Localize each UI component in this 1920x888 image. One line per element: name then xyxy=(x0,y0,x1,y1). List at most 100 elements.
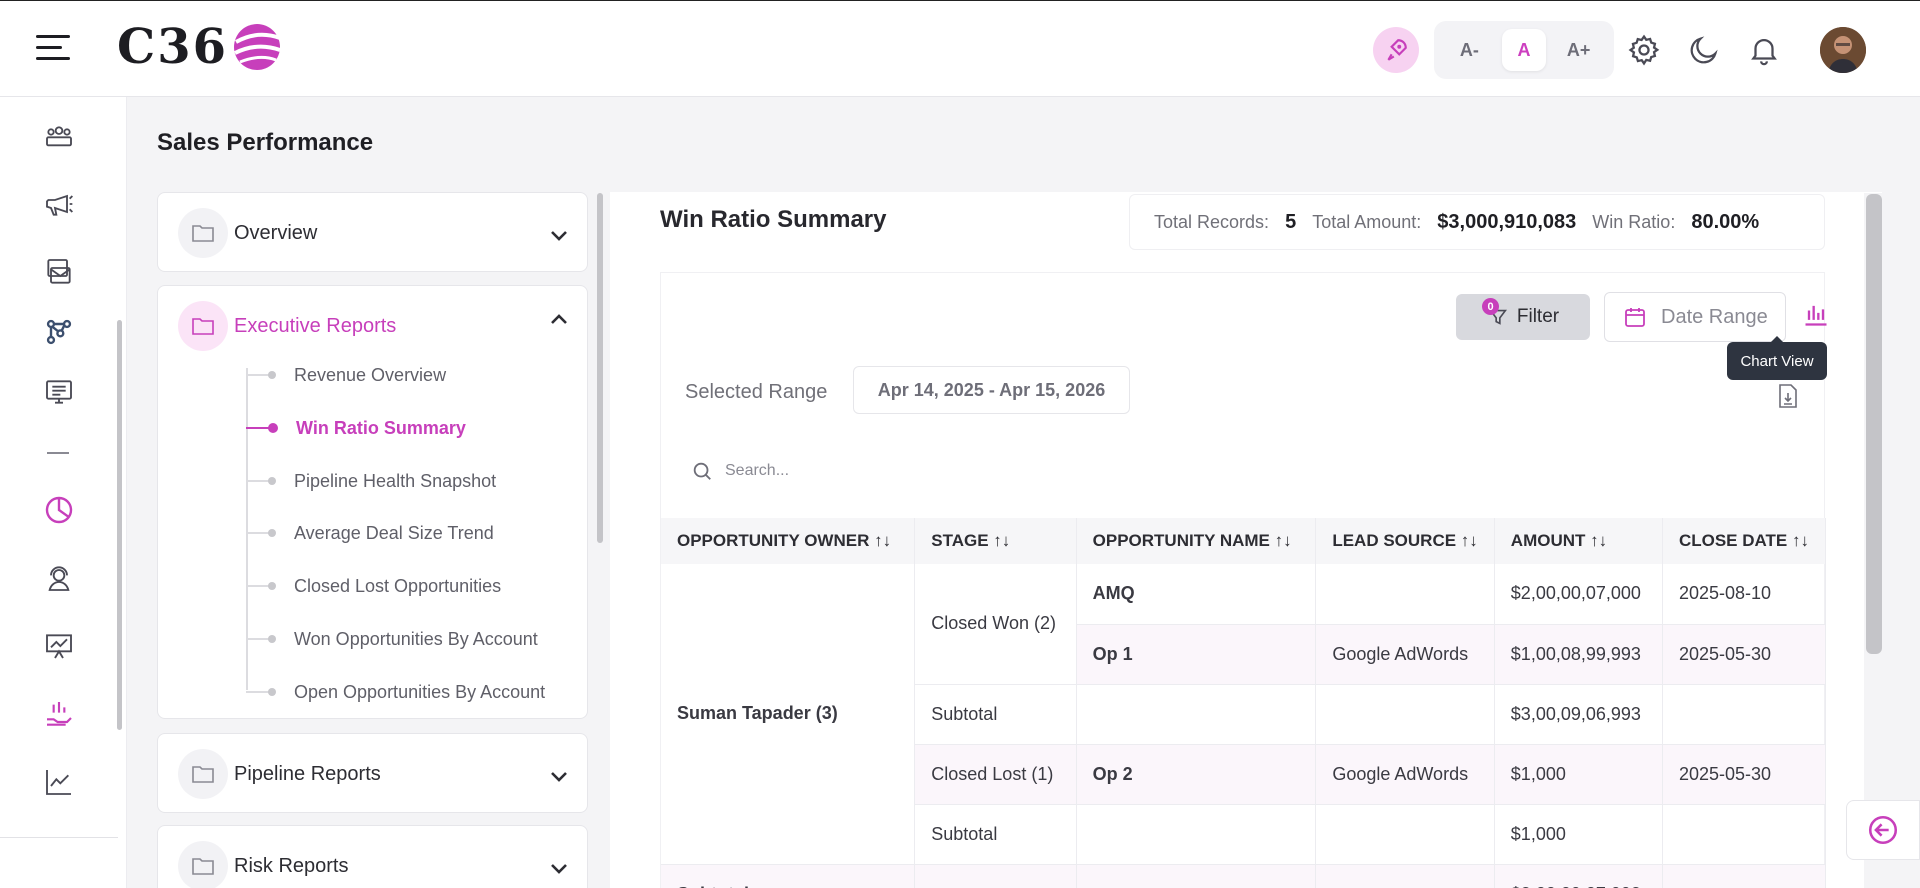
selected-range-value: Apr 14, 2025 - Apr 15, 2026 xyxy=(853,366,1130,414)
filter-button[interactable]: 0 Filter xyxy=(1456,294,1590,340)
column-header-stage[interactable]: STAGE ↑↓ xyxy=(914,518,1077,564)
nav-section-overview[interactable]: Overview xyxy=(157,192,588,272)
megaphone-icon[interactable] xyxy=(42,187,76,221)
pie-chart-icon[interactable] xyxy=(42,493,76,527)
opportunity-link[interactable]: AMQ xyxy=(1076,564,1317,625)
column-header-opportunity-name[interactable]: OPPORTUNITY NAME ↑↓ xyxy=(1076,518,1317,564)
close-date-cell: 2025-08-10 xyxy=(1662,564,1827,625)
moon-icon[interactable] xyxy=(1687,33,1721,67)
support-agent-icon[interactable] xyxy=(42,561,76,595)
bar-chart-icon xyxy=(1805,305,1827,326)
nav-section-label: Executive Reports xyxy=(234,314,397,337)
chevron-down-icon[interactable] xyxy=(549,770,569,784)
nav-scrollbar[interactable] xyxy=(597,193,603,543)
mail-stack-icon[interactable] xyxy=(42,255,76,289)
nav-item-open-opportunities-by-account[interactable]: Open Opportunities By Account xyxy=(246,677,545,707)
filter-count-badge: 0 xyxy=(1482,298,1499,315)
folder-icon xyxy=(178,208,228,258)
menu-toggle-icon[interactable] xyxy=(36,33,70,63)
nav-item-revenue-overview[interactable]: Revenue Overview xyxy=(246,360,446,390)
bell-icon[interactable] xyxy=(1747,33,1781,67)
line-chart-icon[interactable] xyxy=(42,765,76,799)
user-avatar[interactable] xyxy=(1820,27,1866,73)
total-amount-label: Total Amount: xyxy=(1312,211,1422,232)
folder-icon xyxy=(178,841,228,888)
folder-icon xyxy=(178,749,228,799)
presentation-chart-icon[interactable] xyxy=(42,629,76,663)
filter-label: Filter xyxy=(1516,306,1560,327)
amount-cell: $1,000 xyxy=(1494,804,1663,865)
nav-item-win-ratio-summary[interactable]: Win Ratio Summary xyxy=(246,413,466,443)
amount-cell: $2,00,00,07,000 xyxy=(1494,564,1663,625)
nav-section-executive-reports[interactable]: Executive Reports Revenue Overview Win R… xyxy=(157,285,588,719)
network-icon[interactable] xyxy=(42,315,76,349)
date-range-button[interactable]: Date Range xyxy=(1604,292,1786,342)
amount-cell: $1,000 xyxy=(1494,744,1663,805)
close-date-cell: 2025-05-30 xyxy=(1662,624,1827,685)
chart-view-tooltip: Chart View xyxy=(1727,336,1827,380)
hand-chart-icon[interactable] xyxy=(42,697,76,731)
chevron-down-icon[interactable] xyxy=(549,862,569,876)
back-button[interactable] xyxy=(1846,800,1920,860)
nav-section-risk-reports[interactable]: Risk Reports xyxy=(157,825,588,888)
tree-line xyxy=(246,368,248,690)
stage-cell: Subtotal xyxy=(914,684,1077,745)
date-range-label: Date Range xyxy=(1661,305,1768,328)
lead-source-cell: Google AdWords xyxy=(1315,624,1495,685)
report-nav: Overview Executive Reports Revenue Overv… xyxy=(157,192,589,888)
report-card: 0 Filter Date Range Selected Range Apr 1… xyxy=(660,272,1827,888)
amount-cell: $3,00,09,07,993 xyxy=(1494,864,1663,888)
close-date-cell: 2025-05-30 xyxy=(1662,744,1827,805)
search-input[interactable] xyxy=(725,462,1165,480)
selected-range-label: Selected Range xyxy=(685,381,828,403)
opportunity-link[interactable]: Op 2 xyxy=(1076,744,1317,805)
amount-cell: $1,00,08,99,993 xyxy=(1494,624,1663,685)
folder-icon xyxy=(178,301,228,351)
nav-section-label: Risk Reports xyxy=(234,854,349,877)
column-header-amount[interactable]: AMOUNT ↑↓ xyxy=(1494,518,1663,564)
stage-cell: Closed Won (2) xyxy=(914,564,1077,685)
win-ratio-label: Win Ratio: xyxy=(1592,211,1676,232)
table-header-row: OPPORTUNITY OWNER ↑↓ STAGE ↑↓ OPPORTUNIT… xyxy=(661,518,1827,564)
close-date-cell xyxy=(1662,804,1827,865)
export-document-icon[interactable] xyxy=(1776,383,1800,409)
win-ratio-value: 80.00% xyxy=(1691,210,1760,233)
filter-icon xyxy=(1488,309,1507,325)
logo-globe-icon xyxy=(234,24,281,70)
font-size-switcher: A- A A+ xyxy=(1434,21,1614,79)
app-logo[interactable]: C36 xyxy=(117,17,284,77)
users-group-icon[interactable] xyxy=(42,119,76,153)
nav-item-closed-lost-opportunities[interactable]: Closed Lost Opportunities xyxy=(246,571,501,601)
font-increase-button[interactable]: A+ xyxy=(1566,39,1591,60)
stage-cell: Subtotal xyxy=(914,804,1077,865)
opportunity-link[interactable]: Op 1 xyxy=(1076,624,1317,685)
rocket-icon[interactable] xyxy=(1373,27,1419,73)
chevron-down-icon[interactable] xyxy=(549,229,569,243)
column-header-close-date[interactable]: CLOSE DATE ↑↓ xyxy=(1662,518,1827,564)
report-title: Win Ratio Summary xyxy=(660,206,887,233)
lead-source-cell xyxy=(1315,804,1495,865)
nav-section-pipeline-reports[interactable]: Pipeline Reports xyxy=(157,733,588,813)
rail-scrollbar[interactable] xyxy=(117,320,122,730)
font-decrease-button[interactable]: A- xyxy=(1459,39,1479,60)
nav-item-pipeline-health-snapshot[interactable]: Pipeline Health Snapshot xyxy=(246,466,496,496)
main-scrollbar[interactable] xyxy=(1866,194,1882,654)
search-icon xyxy=(693,462,711,480)
total-records-label: Total Records: xyxy=(1154,211,1270,232)
table-row: Subtotal $3,00,09,07,993 xyxy=(661,864,1827,888)
owner-cell[interactable]: Suman Tapader (3) xyxy=(661,564,916,865)
column-header-owner[interactable]: OPPORTUNITY OWNER ↑↓ xyxy=(661,518,916,564)
nav-item-won-opportunities-by-account[interactable]: Won Opportunities By Account xyxy=(246,624,538,654)
table-row: Closed Lost (1) Op 2 Google AdWords $1,0… xyxy=(661,744,1827,805)
monitor-list-icon[interactable] xyxy=(42,375,76,409)
chevron-up-icon[interactable] xyxy=(549,312,569,326)
font-default-button[interactable]: A xyxy=(1501,29,1546,71)
chart-view-button[interactable] xyxy=(1799,297,1833,331)
lead-source-cell: Google AdWords xyxy=(1315,744,1495,805)
total-records-value: 5 xyxy=(1285,210,1297,233)
nav-item-average-deal-size-trend[interactable]: Average Deal Size Trend xyxy=(246,518,494,548)
column-header-lead-source[interactable]: LEAD SOURCE ↑↓ xyxy=(1315,518,1495,564)
nav-section-label: Overview xyxy=(234,221,318,244)
gear-icon[interactable] xyxy=(1627,33,1661,67)
summary-stats: Total Records: 5 Total Amount: $3,000,91… xyxy=(1129,194,1825,250)
